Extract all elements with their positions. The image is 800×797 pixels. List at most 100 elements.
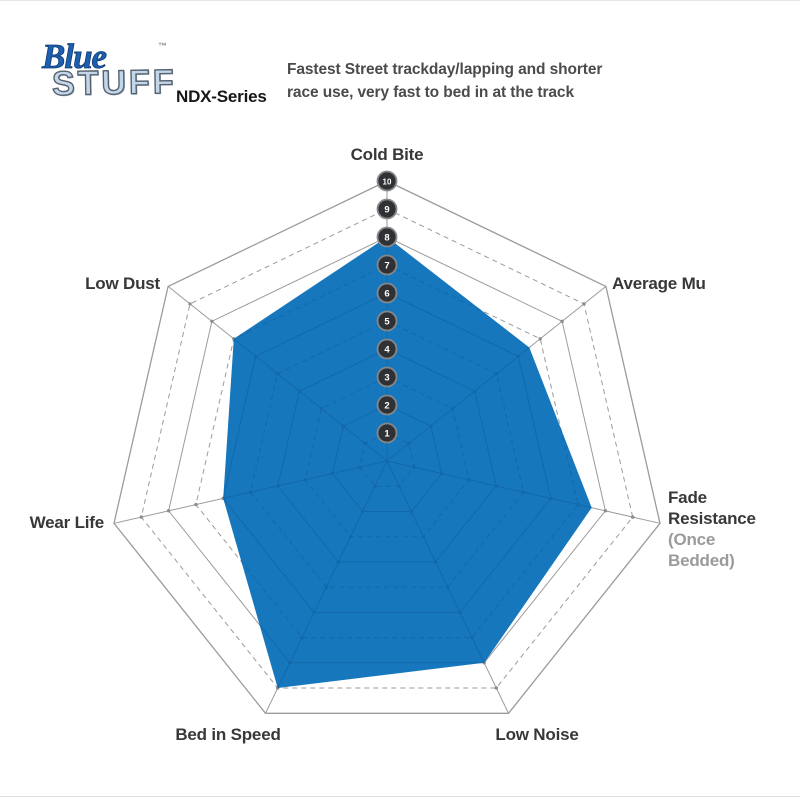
scale-tick-number: 3 [384, 372, 389, 383]
scale-tick-number: 7 [384, 260, 389, 271]
radar-grid-junction-dot [439, 471, 444, 476]
scale-tick-badge [376, 394, 398, 416]
radar-grid-junction-dot [397, 484, 401, 488]
radar-grid-junction-dot [470, 635, 474, 640]
radar-grid-junction-dot [446, 585, 450, 589]
radar-grid-ring [277, 348, 497, 563]
radar-grid-junction-dot [429, 424, 433, 428]
radar-grid-junction-dot [312, 610, 316, 615]
radar-grid-junction-dot [560, 319, 564, 323]
radar-grid-junction-dot [472, 389, 477, 393]
radar-grid-junction-dot [576, 502, 580, 507]
radar-grid-inside-fill [223, 237, 592, 688]
scale-tick-number: 10 [383, 177, 392, 186]
scale-tick-badge [376, 422, 398, 444]
axis-label-fade-resistance: Fade Resistance (Once Bedded) [668, 487, 778, 571]
radar-grid-junction-dot [451, 406, 455, 411]
radar-grid-junction-dot [516, 354, 520, 358]
axis-label-wear-life: Wear Life [29, 513, 105, 532]
product-tagline: Fastest Street trackday/lapping and shor… [287, 58, 602, 104]
bluestuff-logo: Blue ™ STUFF [40, 31, 275, 121]
radar-grid-junction-dot [248, 490, 253, 494]
radar-grid-junction-dot [275, 372, 280, 376]
scale-tick-badge [376, 254, 398, 276]
series-name: NDX-Series [176, 87, 267, 106]
radar-grid-junction-dot [494, 484, 498, 488]
radar-grid-junction-dot [421, 535, 426, 539]
radar-grid-junction-dot [521, 490, 526, 494]
scale-tick-badge [376, 366, 398, 388]
radar-grid-junction-dot [363, 441, 367, 446]
radar-grid-junction-dot [538, 337, 542, 341]
radar-grid-ring [359, 432, 415, 487]
tagline-line-1: Fastest Street trackday/lapping and shor… [287, 61, 603, 78]
radar-grid-junction-dot [254, 354, 258, 358]
scale-tick-badge [376, 170, 398, 192]
axis-label-fade-resistance-main: Fade Resistance [668, 488, 756, 528]
radar-grid-junction-dot [194, 502, 198, 507]
scale-tick-badge [376, 310, 398, 332]
scale-tick-badge [376, 226, 398, 248]
radar-grid-junction-dot [409, 509, 413, 514]
axis-label-cold-bite: Cold Bite [350, 145, 424, 164]
radar-grid-junction-dot [458, 610, 462, 615]
scale-tick-number: 6 [384, 288, 389, 299]
radar-grid-junction-dot [407, 441, 411, 446]
radar-grid-ring [331, 404, 443, 512]
radar-grid-junction-dot [166, 509, 171, 513]
radar-grid-junction-dot [582, 302, 586, 306]
radar-grid-junction-dot [373, 484, 377, 488]
radar-grid-junction-dot [210, 319, 214, 323]
radar-grid-junction-dot [433, 560, 438, 564]
axis-label-low-noise: Low Noise [495, 725, 579, 744]
scale-tick-number: 8 [384, 232, 389, 243]
radar-grid-junction-dot [297, 389, 302, 393]
radar-grid-junction-dot [603, 509, 608, 513]
radar-grid-junction-dot [549, 496, 553, 501]
scale-tick-badge [376, 282, 398, 304]
radar-grid-ring [304, 376, 470, 538]
radar-grid-junction-dot [324, 585, 328, 589]
radar-grid-junction-dot [631, 515, 635, 519]
radar-grid-junction-dot [330, 471, 335, 476]
scale-tick-number: 2 [384, 400, 389, 411]
radar-grid-junction-dot [361, 509, 365, 514]
radar-scale-ticks: 10 9 8 7 6 5 4 3 2 1 [376, 170, 398, 444]
logo-word-blue: Blue [42, 37, 108, 77]
radar-grid-junction-dot [412, 465, 416, 469]
axis-label-fade-resistance-sub: (Once Bedded) [668, 530, 735, 570]
tagline-line-2: race use, very fast to bed in at the tra… [287, 84, 574, 101]
radar-grid-ring [140, 208, 634, 689]
radar-grid-ring [249, 320, 525, 588]
radar-grid-junction-dot [139, 515, 143, 519]
scale-tick-number: 1 [384, 428, 390, 439]
scale-tick-number: 9 [384, 204, 389, 215]
scale-tick-badge [376, 338, 398, 360]
radar-grid-junction-dot [188, 302, 192, 306]
scale-tick-badge [376, 198, 398, 220]
radar-grid-junction-dot [223, 496, 225, 501]
radar-grid-junction-dot [300, 635, 304, 640]
radar-grid-junction-dot [288, 661, 292, 665]
axis-label-bed-in-speed: Bed in Speed [175, 725, 281, 744]
radar-grid-ring [223, 292, 552, 613]
radar-grid-junction-dot [358, 465, 362, 469]
radar-grid-junction-dot [494, 372, 499, 376]
radar-grid-junction-dot [276, 484, 280, 488]
radar-grid-junction-dot [494, 686, 498, 690]
scale-tick-number: 4 [384, 344, 390, 355]
axis-label-low-dust: Low Dust [85, 274, 160, 293]
radar-grid-ring [113, 180, 661, 714]
radar-grid-junction-dot [348, 535, 353, 539]
radar-grid-junction-dot [319, 406, 323, 411]
axis-label-average-mu: Average Mu [612, 274, 706, 293]
radar-grid-junction-dot [341, 424, 345, 428]
trademark-symbol: ™ [158, 41, 167, 51]
scale-tick-number: 5 [384, 316, 390, 327]
radar-grid-junction-dot [336, 560, 341, 564]
radar-value-polygon [223, 237, 592, 688]
radar-grid-junction-dot [303, 478, 307, 482]
radar-grid-junction-dot [467, 478, 471, 482]
